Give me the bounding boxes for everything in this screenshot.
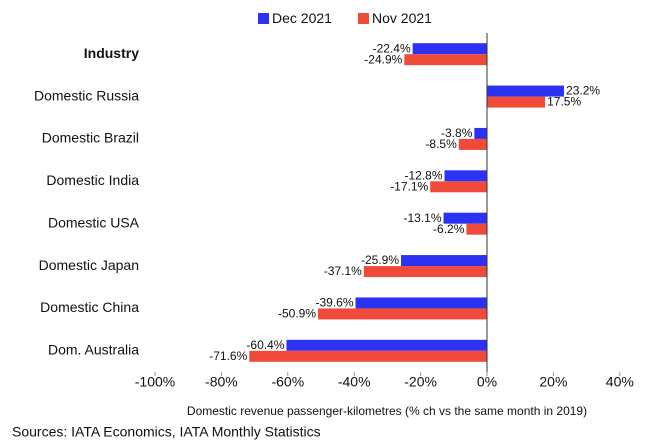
legend-label: Nov 2021 bbox=[372, 10, 432, 26]
y-tick-label: Domestic Russia bbox=[34, 87, 139, 103]
value-label: -71.6% bbox=[209, 349, 247, 363]
value-label: 17.5% bbox=[547, 95, 581, 109]
x-tick-label: 0% bbox=[477, 374, 497, 390]
bar bbox=[487, 96, 546, 108]
y-tick-label: Dom. Australia bbox=[48, 342, 139, 358]
bar bbox=[458, 138, 487, 150]
x-tick-label: -60% bbox=[271, 374, 304, 390]
legend-label: Dec 2021 bbox=[272, 10, 332, 26]
bar bbox=[412, 43, 487, 55]
x-tick-label: -20% bbox=[404, 374, 437, 390]
x-tick-label: -80% bbox=[205, 374, 238, 390]
y-tick-label: Domestic India bbox=[46, 172, 139, 188]
x-tick-label: 40% bbox=[606, 374, 634, 390]
value-label: 23.2% bbox=[566, 84, 600, 98]
value-label: -13.1% bbox=[403, 211, 441, 225]
value-label: -3.8% bbox=[441, 126, 473, 140]
value-label: -60.4% bbox=[246, 338, 284, 352]
y-tick-label: Domestic USA bbox=[48, 214, 140, 230]
value-label: -37.1% bbox=[324, 264, 362, 278]
x-tick-label: 20% bbox=[539, 374, 567, 390]
y-tick-label: Domestic Japan bbox=[39, 257, 139, 273]
legend-swatch bbox=[258, 13, 269, 24]
value-label: -25.9% bbox=[361, 253, 399, 267]
bar bbox=[249, 350, 487, 362]
bar bbox=[487, 85, 565, 97]
value-label: -22.4% bbox=[373, 41, 411, 55]
x-axis-label: Domestic revenue passenger-kilometres (%… bbox=[187, 404, 587, 418]
x-tick-label: -40% bbox=[338, 374, 371, 390]
value-label: -12.8% bbox=[404, 168, 442, 182]
value-label: -17.1% bbox=[390, 179, 428, 193]
y-tick-label: Domestic Brazil bbox=[42, 130, 139, 146]
y-tick-label: Industry bbox=[84, 45, 139, 61]
bar bbox=[363, 266, 487, 278]
bar bbox=[466, 223, 487, 235]
bar bbox=[286, 339, 487, 351]
value-label: -6.2% bbox=[433, 222, 465, 236]
value-label: -24.9% bbox=[364, 52, 402, 66]
value-label: -8.5% bbox=[425, 137, 457, 151]
legend-swatch bbox=[358, 13, 369, 24]
bar bbox=[444, 170, 487, 182]
value-label: -50.9% bbox=[278, 307, 316, 321]
bar bbox=[401, 255, 487, 267]
x-tick-label: -100% bbox=[135, 374, 175, 390]
bar bbox=[443, 212, 487, 224]
bar bbox=[404, 54, 487, 66]
bar bbox=[355, 297, 487, 309]
source: Sources: IATA Economics, IATA Monthly St… bbox=[12, 424, 321, 440]
y-tick-label: Domestic China bbox=[40, 299, 139, 315]
bar bbox=[474, 127, 487, 139]
value-label: -39.6% bbox=[315, 296, 353, 310]
bar bbox=[318, 308, 487, 320]
bar bbox=[430, 181, 487, 193]
